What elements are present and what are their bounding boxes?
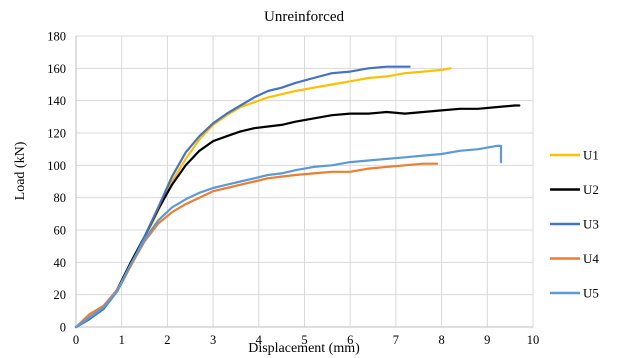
y-axis-ticks: 0 20 40 60 80 100 120 140 160 180 — [47, 30, 66, 335]
y-axis-label: Load (kN) — [13, 141, 28, 200]
legend-label: U2 — [583, 182, 599, 197]
series-lines — [74, 65, 521, 329]
x-tick-label: 0 — [73, 333, 79, 347]
x-tick-label: 10 — [527, 333, 540, 347]
y-tick-label: 60 — [54, 224, 67, 238]
y-tick-label: 120 — [47, 127, 66, 141]
series-line-u2 — [74, 104, 521, 329]
y-tick-label: 140 — [47, 94, 66, 108]
axes — [75, 36, 533, 328]
x-tick-label: 9 — [484, 333, 490, 347]
x-tick-label: 6 — [347, 333, 353, 347]
y-tick-label: 180 — [47, 30, 66, 44]
legend-label: U5 — [583, 286, 599, 301]
x-tick-label: 4 — [256, 333, 263, 347]
x-tick-label: 2 — [164, 333, 170, 347]
x-tick-label: 3 — [210, 333, 216, 347]
chart-title: Unreinforced — [264, 9, 344, 25]
y-tick-label: 80 — [54, 191, 67, 205]
x-axis-ticks: 0 1 2 3 4 5 6 7 8 9 10 — [73, 333, 539, 347]
legend: U1 U2 U3 U4 U5 — [550, 148, 599, 301]
y-tick-label: 160 — [47, 62, 66, 76]
series-line-u4 — [74, 162, 439, 329]
y-tick-label: 20 — [54, 288, 67, 302]
y-tick-label: 100 — [47, 159, 66, 173]
x-tick-label: 5 — [301, 333, 307, 347]
series-line-u5 — [74, 144, 503, 329]
x-tick-label: 1 — [119, 333, 125, 347]
x-tick-label: 7 — [393, 333, 399, 347]
legend-label: U4 — [583, 251, 599, 266]
y-tick-label: 40 — [54, 256, 67, 270]
legend-label: U1 — [583, 148, 599, 163]
legend-label: U3 — [583, 217, 599, 232]
x-tick-label: 8 — [438, 333, 444, 347]
y-tick-label: 0 — [60, 321, 66, 335]
x-axis-label: Displacement (mm) — [248, 341, 360, 356]
